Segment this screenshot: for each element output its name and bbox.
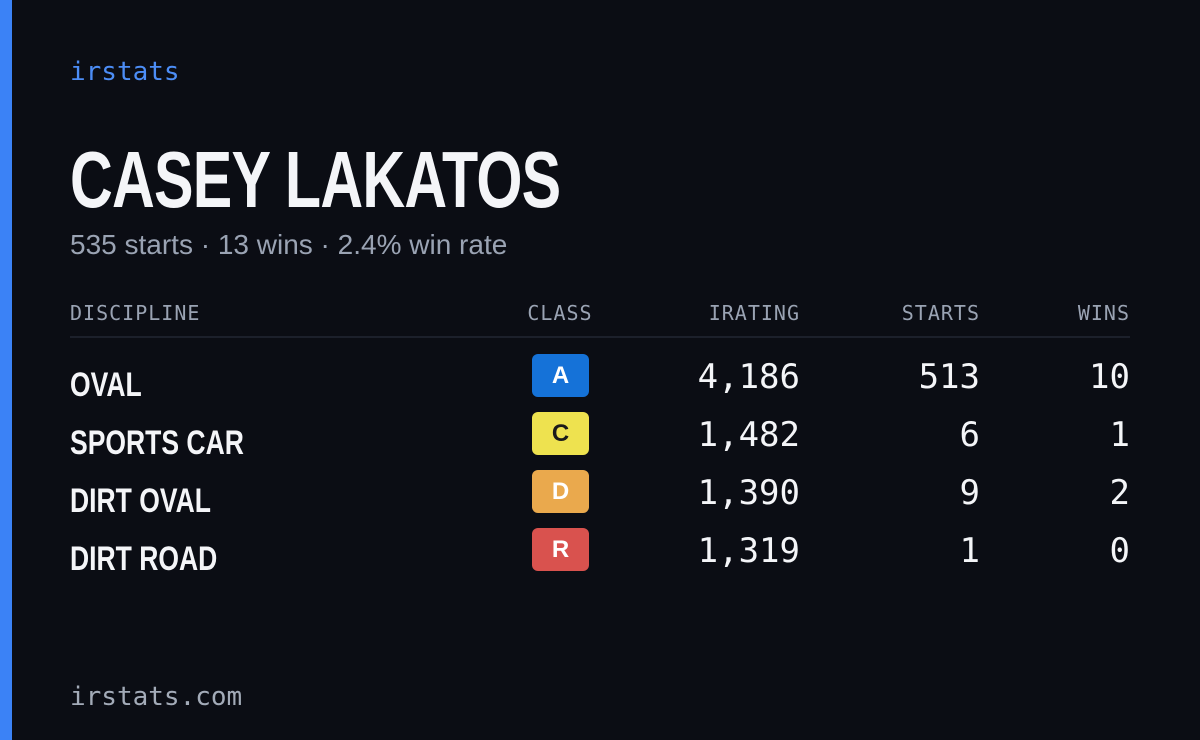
wins: 0 — [1109, 531, 1130, 571]
irating: 1,319 — [697, 531, 800, 571]
wins: 10 — [1089, 357, 1130, 397]
column-header: IRATING — [708, 301, 800, 325]
class-badge: R — [532, 528, 589, 571]
column-header: WINS — [1077, 301, 1130, 325]
discipline: SPORTS CAR — [70, 424, 244, 462]
driver-summary: 535 starts · 13 wins · 2.4% win rate — [70, 229, 508, 260]
wins: 2 — [1109, 473, 1130, 513]
discipline: DIRT OVAL — [70, 482, 211, 520]
class-badge: C — [532, 412, 589, 455]
wins: 1 — [1109, 415, 1130, 455]
starts: 6 — [959, 415, 980, 455]
footer-url: irstats.com — [70, 682, 243, 712]
column-header: CLASS — [527, 301, 593, 325]
header-rule — [70, 336, 1130, 338]
driver-name: CASEY LAKATOS — [70, 135, 561, 224]
column-header: DISCIPLINE — [70, 301, 201, 325]
class-badge: A — [532, 354, 589, 397]
irating: 4,186 — [697, 357, 800, 397]
column-header: STARTS — [901, 301, 980, 325]
class-badge: D — [532, 470, 589, 513]
brand: irstats — [70, 57, 180, 87]
accent-bar — [0, 0, 12, 740]
starts: 1 — [959, 531, 980, 571]
irating: 1,482 — [697, 415, 800, 455]
starts: 513 — [918, 357, 980, 397]
discipline: DIRT ROAD — [70, 540, 218, 578]
starts: 9 — [959, 473, 980, 513]
discipline: OVAL — [70, 366, 142, 404]
irating: 1,390 — [697, 473, 800, 513]
